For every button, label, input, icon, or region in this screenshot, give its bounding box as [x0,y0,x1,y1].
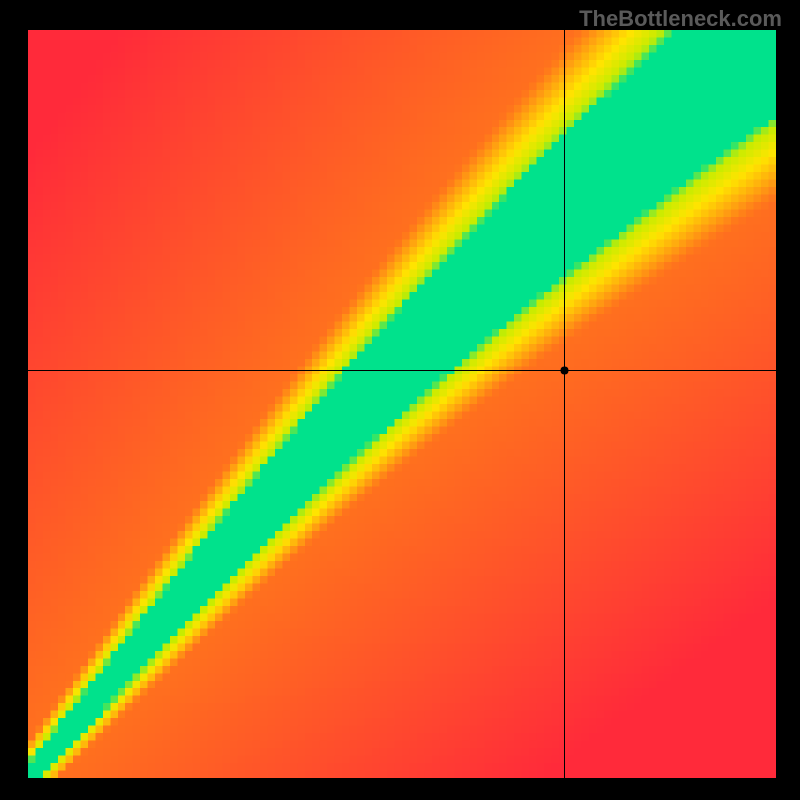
watermark-text: TheBottleneck.com [579,6,782,32]
crosshair-vertical [564,30,565,778]
crosshair-horizontal [28,370,776,371]
heatmap-plot [28,30,776,778]
crosshair-dot [28,30,776,778]
